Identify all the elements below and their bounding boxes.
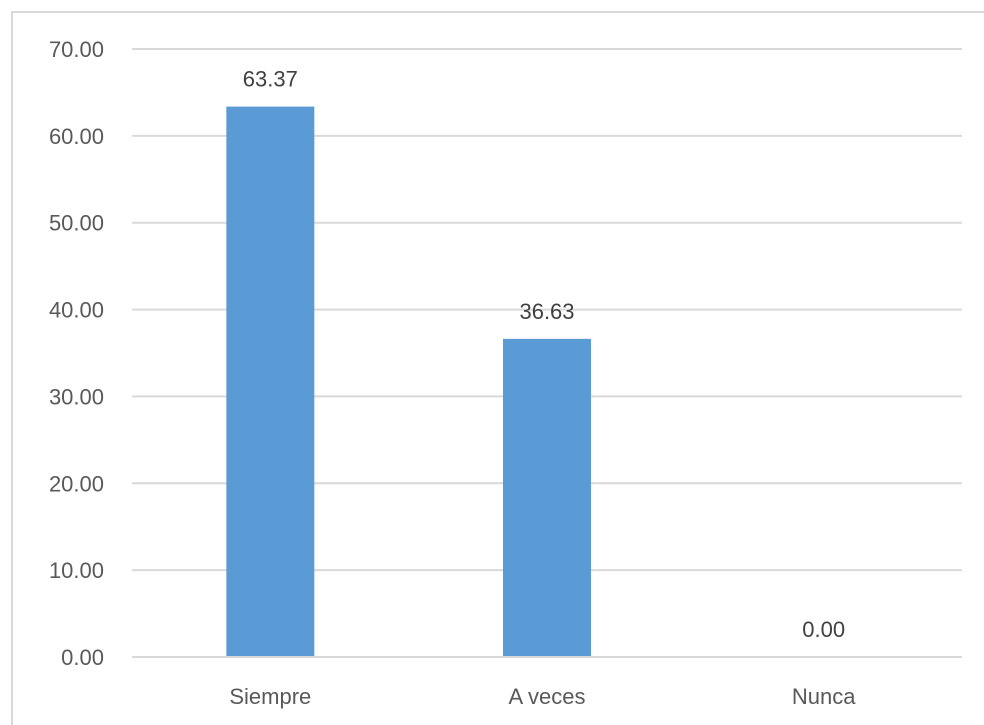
data-label: 0.00 [802,617,845,642]
bar-a-veces [503,338,591,657]
y-tick-label: 30.00 [49,384,104,409]
y-tick-label: 10.00 [49,558,104,583]
x-tick-label: Siempre [229,684,311,709]
y-tick-label: 50.00 [49,211,104,236]
y-tick-label: 60.00 [49,124,104,149]
x-tick-label: Nunca [792,684,856,709]
y-tick-label: 20.00 [49,471,104,496]
x-tick-label: A veces [508,684,585,709]
category-labels: Siempre A veces Nunca [229,684,856,709]
chart-frame [11,11,984,725]
y-axis-tick-labels: 0.00 10.00 20.00 30.00 40.00 50.00 60.00 70.00 [49,37,104,670]
data-label: 36.63 [519,299,574,324]
bar-siempre [226,106,315,657]
data-label: 63.37 [243,67,298,92]
y-tick-label: 40.00 [49,298,104,323]
y-tick-label: 0.00 [61,645,104,670]
bars [226,106,591,657]
y-tick-label: 70.00 [49,37,104,62]
data-labels: 63.37 36.63 0.00 [243,67,845,642]
